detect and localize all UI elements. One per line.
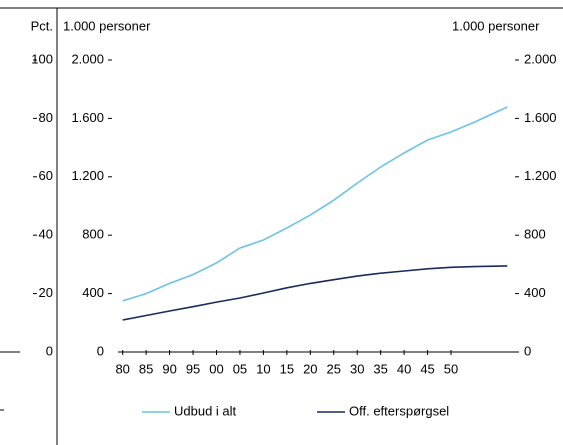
y2-axis-label: 1.000 personer bbox=[452, 18, 540, 33]
y-tick-label: 2.000 bbox=[71, 51, 104, 66]
line-series bbox=[122, 106, 508, 302]
x-tick-label: 45 bbox=[420, 361, 434, 376]
x-tick-label: 50 bbox=[444, 361, 458, 376]
y-tick-label: 20 bbox=[39, 285, 53, 300]
x-tick-label: 90 bbox=[162, 361, 176, 376]
x-tick-label: 85 bbox=[139, 361, 153, 376]
x-tick-label: 95 bbox=[186, 361, 200, 376]
line-series bbox=[122, 265, 508, 321]
y-tick-label: 0 bbox=[46, 343, 53, 358]
x-tick-label: 40 bbox=[397, 361, 411, 376]
x-tick-label: 25 bbox=[327, 361, 341, 376]
y-tick-label: 800 bbox=[82, 227, 104, 242]
y2-tick-label: 0 bbox=[524, 343, 531, 358]
x-tick-label: 10 bbox=[256, 361, 270, 376]
y-tick-label: 80 bbox=[39, 110, 53, 125]
y2-tick-label: 1.600 bbox=[524, 110, 557, 125]
legend-label: Off. efterspørgsel bbox=[349, 403, 449, 418]
x-tick-label: 00 bbox=[209, 361, 223, 376]
y-axis-label: 1.000 personer bbox=[63, 18, 151, 33]
y-tick-label: 0 bbox=[97, 343, 104, 358]
x-tick-label: 35 bbox=[373, 361, 387, 376]
legend-label: Udbud i alt bbox=[174, 403, 237, 418]
x-tick-label: 05 bbox=[233, 361, 247, 376]
y-tick-label: 1.200 bbox=[71, 168, 104, 183]
y2-tick-label: 1.200 bbox=[524, 168, 557, 183]
y-tick-label: 400 bbox=[82, 285, 104, 300]
x-tick-label: 80 bbox=[115, 361, 129, 376]
y2-tick-label: 400 bbox=[524, 285, 546, 300]
y-tick-label: 60 bbox=[39, 168, 53, 183]
x-tick-label: 20 bbox=[303, 361, 317, 376]
y2-tick-label: 2.000 bbox=[524, 51, 557, 66]
y-tick-label: 1.600 bbox=[71, 110, 104, 125]
left-panel-label: Pct. bbox=[31, 18, 53, 33]
y-tick-label: 40 bbox=[39, 227, 53, 242]
y-tick-label: 100 bbox=[31, 51, 53, 66]
x-tick-label: 30 bbox=[350, 361, 364, 376]
x-tick-label: 15 bbox=[280, 361, 294, 376]
y2-tick-label: 800 bbox=[524, 227, 546, 242]
